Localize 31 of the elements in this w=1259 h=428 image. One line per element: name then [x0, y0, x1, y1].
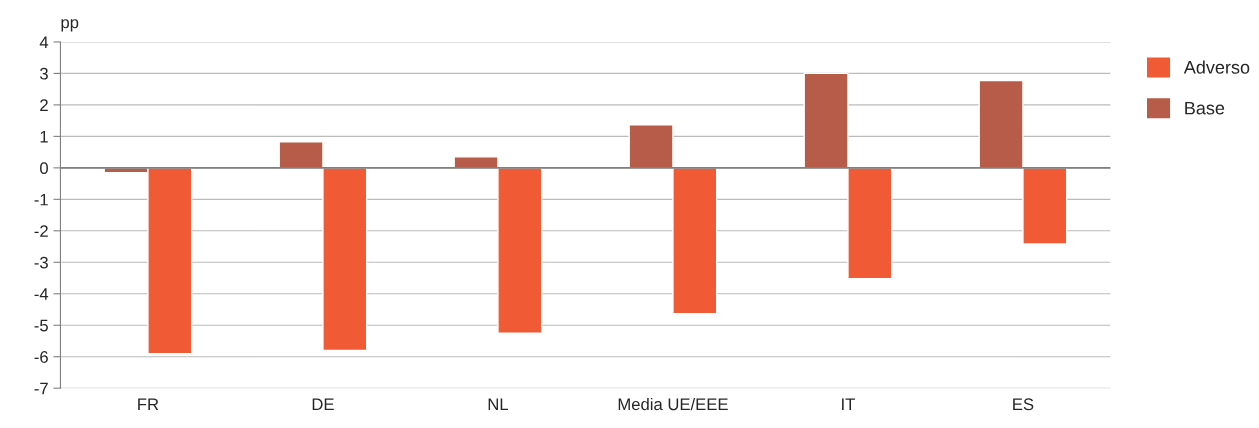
bar: [847, 167, 893, 280]
y-axis-title: pp: [61, 19, 79, 32]
y-tick-label: -2: [34, 225, 48, 237]
x-tick-label: NL: [488, 398, 509, 410]
y-tick-label: -3: [34, 256, 48, 269]
bar: [1022, 167, 1068, 245]
y-tick-label: 1: [40, 130, 48, 143]
y-tick-label: -1: [34, 193, 48, 206]
y-tick-label: -6: [34, 351, 48, 363]
y-tick-label: 3: [39, 67, 48, 80]
bar: [628, 124, 674, 169]
x-tick-label: FR: [138, 398, 159, 410]
x-tick-label: IT: [842, 398, 855, 410]
y-tick-label: 0: [40, 162, 48, 175]
y-tick-label: -5: [34, 319, 48, 332]
bar: [278, 141, 324, 169]
y-tick-label: 4: [39, 36, 49, 48]
x-tick-label: DE: [312, 398, 334, 410]
bar: [803, 72, 849, 169]
y-tick-label: 2: [40, 99, 48, 111]
bar: [672, 167, 718, 315]
bar: [497, 167, 543, 334]
bar: [978, 79, 1024, 169]
bar: [322, 167, 368, 352]
legend-label: Base: [1185, 101, 1225, 115]
bar: [453, 156, 499, 169]
y-tick-label: -7: [34, 382, 48, 395]
y-tick-label: -4: [34, 288, 49, 300]
x-tick-label: Media UE/EEE: [618, 397, 728, 411]
legend-label: Adverso: [1183, 60, 1250, 74]
x-tick-label: ES: [1013, 398, 1034, 411]
